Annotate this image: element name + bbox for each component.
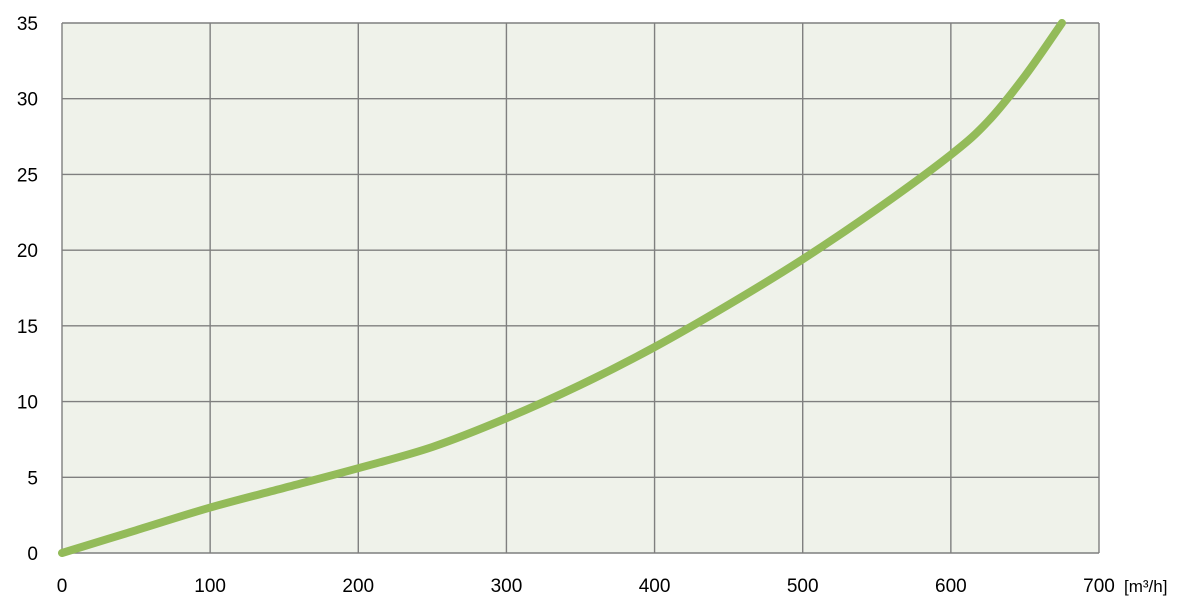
- series-layer: [58, 19, 1066, 557]
- y-tick-label: 30: [17, 90, 38, 111]
- y-tick-label: 10: [17, 393, 38, 414]
- y-tick-label: 25: [17, 165, 38, 186]
- x-tick-label: 200: [342, 576, 374, 597]
- y-tick-label: 15: [17, 317, 38, 338]
- x-tick-label: 700: [1083, 576, 1115, 597]
- y-axis-ticks: 0 5 10 15 20 25 30 35: [17, 14, 38, 565]
- series-line-0: [58, 19, 1066, 557]
- x-tick-label: 500: [787, 576, 819, 597]
- y-tick-label: 5: [27, 468, 38, 489]
- x-axis-ticks: 0 100 200 300 400 500 600 700: [57, 576, 1115, 597]
- x-axis-unit: [m³/h]: [1124, 577, 1167, 596]
- x-tick-label: 100: [194, 576, 226, 597]
- x-tick-label: 600: [935, 576, 967, 597]
- y-tick-label: 35: [17, 14, 38, 35]
- x-tick-label: 400: [639, 576, 671, 597]
- x-tick-label: 300: [491, 576, 523, 597]
- y-tick-label: 20: [17, 241, 38, 262]
- plot-area: [62, 23, 1099, 553]
- y-tick-label: 0: [27, 544, 38, 565]
- x-tick-label: 0: [57, 576, 68, 597]
